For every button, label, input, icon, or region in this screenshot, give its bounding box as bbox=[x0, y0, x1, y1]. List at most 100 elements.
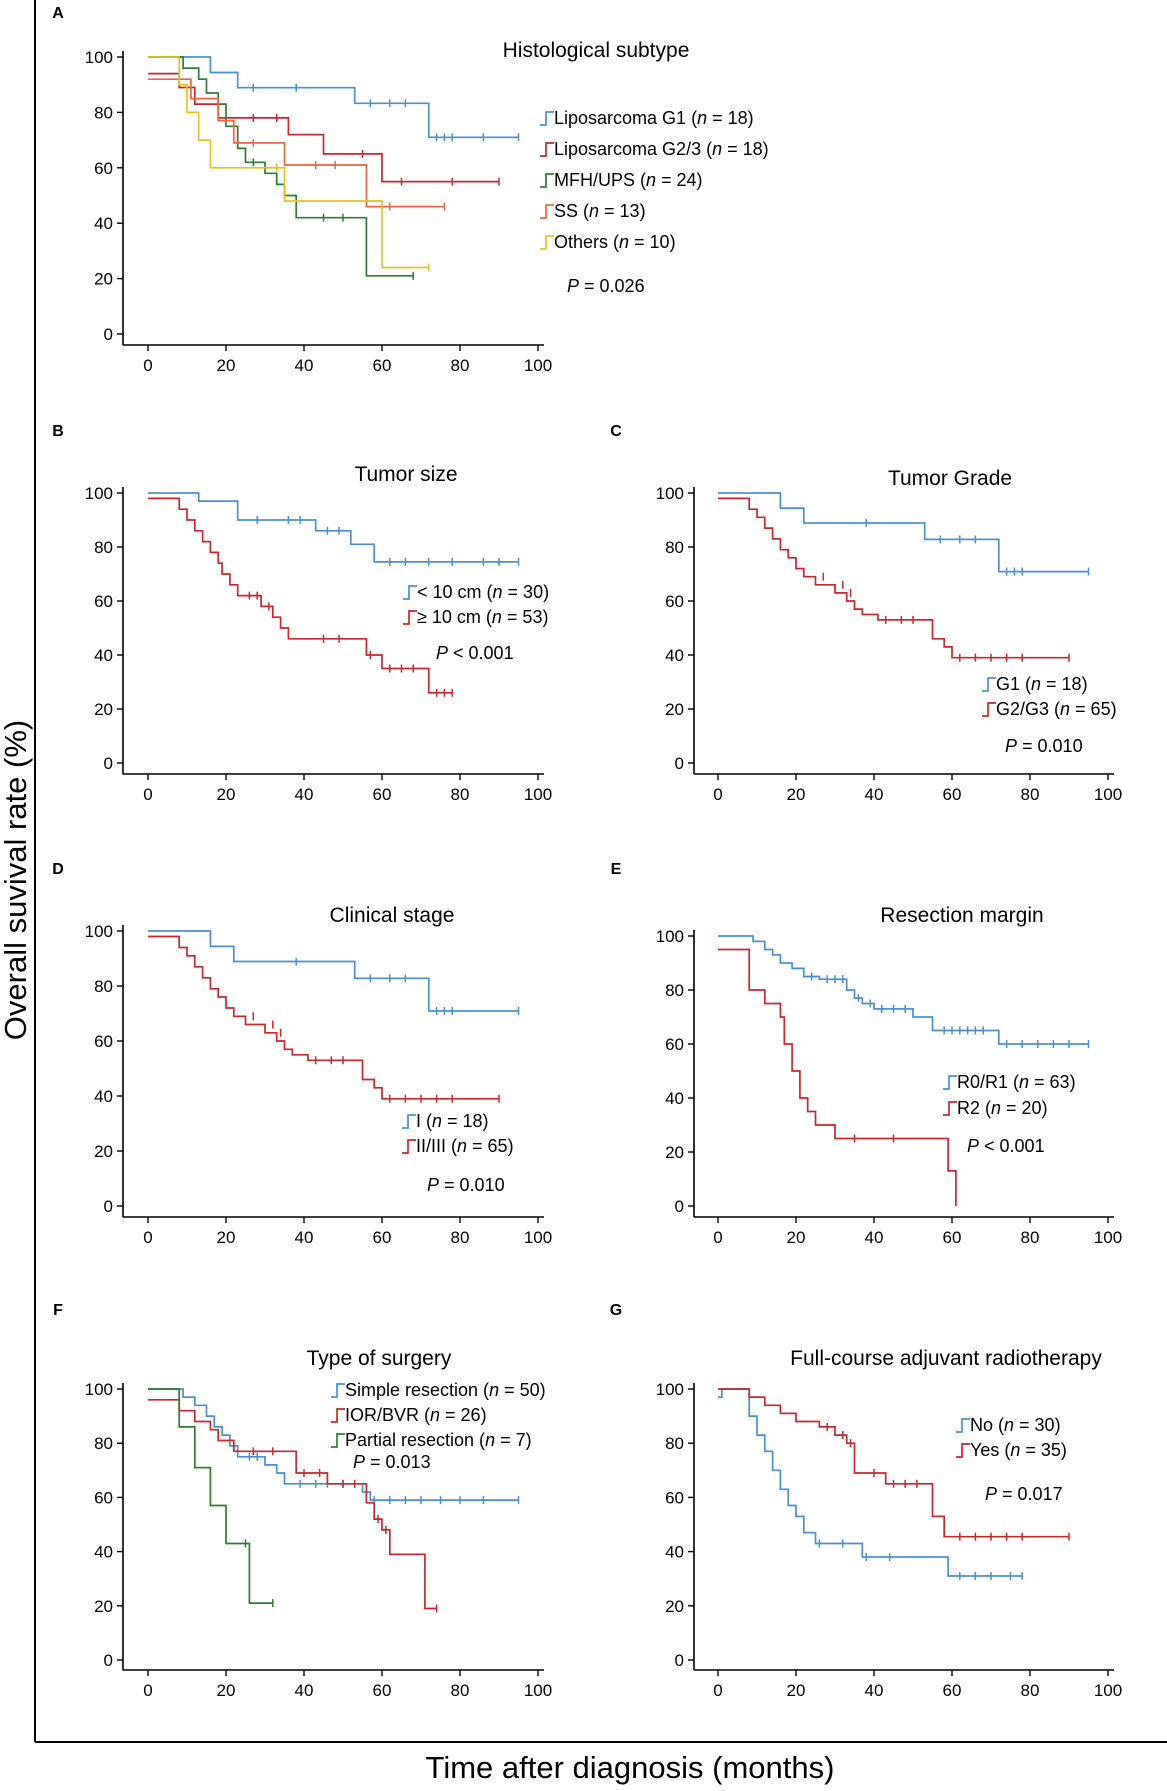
legend-label: Yes (n = 35) bbox=[970, 1440, 1067, 1460]
y-tick-label: 20 bbox=[665, 1597, 684, 1616]
series-r0-r1 bbox=[718, 935, 1090, 1048]
legend-label: II/III (n = 65) bbox=[416, 1136, 514, 1156]
legend-label: Simple resection (n = 50) bbox=[345, 1380, 546, 1400]
legend-swatch bbox=[540, 111, 554, 126]
series-others bbox=[148, 56, 430, 272]
y-tick-label: 0 bbox=[104, 1651, 113, 1670]
x-tick-label: 0 bbox=[143, 785, 152, 804]
survival-curve bbox=[718, 497, 1069, 659]
series-g2-g3 bbox=[718, 497, 1070, 662]
x-tick-label: 20 bbox=[787, 1228, 806, 1247]
series-partial-resection bbox=[148, 1388, 274, 1608]
panel-a: A 0 20 40 60 80 100 0 20 40 60 80 100 Histological su… bbox=[52, 5, 768, 375]
panel-letter: B bbox=[52, 423, 64, 440]
series--10-cm bbox=[148, 497, 453, 697]
y-tick-label: 100 bbox=[656, 927, 684, 946]
y-tick-label: 60 bbox=[94, 592, 113, 611]
panel-d: D 0 20 40 60 80 100 0 20 40 60 80 100 Clinical stage I… bbox=[52, 861, 552, 1247]
y-tick-label: 40 bbox=[665, 1089, 684, 1108]
y-tick-label: 80 bbox=[665, 1434, 684, 1453]
panel-letter: A bbox=[52, 5, 64, 22]
p-value: P = 0.010 bbox=[427, 1175, 505, 1195]
panel-letter: D bbox=[52, 861, 64, 878]
legend-swatch bbox=[540, 173, 554, 188]
legend-swatch bbox=[331, 1383, 345, 1398]
survival-curve bbox=[718, 935, 1089, 1045]
panel-g: G 0 20 40 60 80 100 0 20 40 60 80 100 Full-course adj… bbox=[610, 1302, 1122, 1700]
y-tick-label: 0 bbox=[675, 1197, 684, 1216]
x-tick-label: 60 bbox=[373, 1681, 392, 1700]
legend-swatch bbox=[982, 677, 996, 692]
panel-title: Tumor size bbox=[354, 463, 457, 486]
x-tick-label: 0 bbox=[713, 785, 722, 804]
legend-label: R2 (n = 20) bbox=[957, 1098, 1048, 1118]
x-tick-label: 100 bbox=[524, 356, 552, 375]
survival-curve bbox=[148, 56, 414, 277]
x-tick-label: 80 bbox=[451, 1228, 470, 1247]
legend-entry: Simple resection (n = 50) bbox=[331, 1380, 546, 1400]
legend-entry: Yes (n = 35) bbox=[956, 1440, 1067, 1460]
x-tick-label: 100 bbox=[1094, 785, 1122, 804]
figure-y-label: Overall suvival rate (%) bbox=[0, 720, 33, 1040]
p-value: P = 0.013 bbox=[353, 1452, 431, 1472]
panel-letter: F bbox=[53, 1302, 63, 1319]
p-value: P = 0.026 bbox=[567, 276, 645, 296]
x-tick-label: 40 bbox=[865, 1228, 884, 1247]
x-tick-label: 20 bbox=[217, 785, 236, 804]
y-tick-label: 20 bbox=[665, 700, 684, 719]
legend-label: G1 (n = 18) bbox=[996, 674, 1088, 694]
panel-letter: E bbox=[611, 861, 622, 878]
x-tick-label: 60 bbox=[943, 1228, 962, 1247]
legend-label: SS (n = 13) bbox=[554, 201, 646, 221]
panel-letter: C bbox=[610, 423, 622, 440]
p-value: P = 0.010 bbox=[1005, 736, 1083, 756]
series-g1 bbox=[718, 492, 1090, 576]
survival-curve bbox=[148, 56, 429, 269]
survival-curve bbox=[718, 492, 1089, 573]
x-tick-label: 80 bbox=[1021, 1681, 1040, 1700]
legend-entry: Others (n = 10) bbox=[540, 232, 676, 252]
y-tick-label: 60 bbox=[665, 592, 684, 611]
x-tick-label: 0 bbox=[143, 1681, 152, 1700]
p-value: P < 0.001 bbox=[967, 1136, 1045, 1156]
y-tick-label: 80 bbox=[665, 538, 684, 557]
x-tick-label: 0 bbox=[143, 356, 152, 375]
x-tick-label: 100 bbox=[524, 1681, 552, 1700]
x-tick-label: 80 bbox=[451, 1681, 470, 1700]
x-tick-label: 80 bbox=[451, 356, 470, 375]
legend-entry: ≥ 10 cm (n = 53) bbox=[403, 607, 548, 627]
legend-label: ≥ 10 cm (n = 53) bbox=[417, 607, 548, 627]
x-tick-label: 60 bbox=[373, 356, 392, 375]
y-tick-label: 40 bbox=[665, 646, 684, 665]
series-r2 bbox=[718, 948, 957, 1206]
y-tick-label: 40 bbox=[94, 1087, 113, 1106]
survival-curve bbox=[148, 1398, 437, 1610]
survival-curve bbox=[148, 78, 445, 208]
y-tick-label: 60 bbox=[94, 159, 113, 178]
panel-title: Tumor Grade bbox=[888, 467, 1012, 490]
y-tick-label: 40 bbox=[94, 646, 113, 665]
x-tick-label: 60 bbox=[943, 1681, 962, 1700]
x-tick-label: 20 bbox=[217, 1228, 236, 1247]
panel-title: Type of surgery bbox=[307, 1347, 452, 1370]
x-tick-label: 40 bbox=[295, 356, 314, 375]
y-tick-label: 40 bbox=[665, 1543, 684, 1562]
legend-entry: < 10 cm (n = 30) bbox=[403, 582, 549, 602]
legend-swatch bbox=[331, 1408, 345, 1423]
legend-swatch bbox=[403, 610, 417, 625]
x-tick-label: 40 bbox=[865, 1681, 884, 1700]
survival-curve bbox=[148, 935, 499, 1100]
legend-entry: Liposarcoma G2/3 (n = 18) bbox=[540, 139, 769, 159]
y-tick-label: 60 bbox=[94, 1488, 113, 1507]
x-tick-label: 100 bbox=[524, 785, 552, 804]
legend-swatch bbox=[402, 1139, 416, 1154]
y-tick-label: 40 bbox=[94, 214, 113, 233]
legend-swatch bbox=[943, 1075, 957, 1090]
x-tick-label: 20 bbox=[217, 1681, 236, 1700]
x-tick-label: 40 bbox=[295, 785, 314, 804]
panel-f: F 0 20 40 60 80 100 0 20 40 60 80 100 Type of surgery… bbox=[53, 1302, 552, 1700]
x-tick-label: 100 bbox=[524, 1228, 552, 1247]
legend-label: Liposarcoma G2/3 (n = 18) bbox=[554, 139, 769, 159]
p-value: P < 0.001 bbox=[436, 643, 514, 663]
